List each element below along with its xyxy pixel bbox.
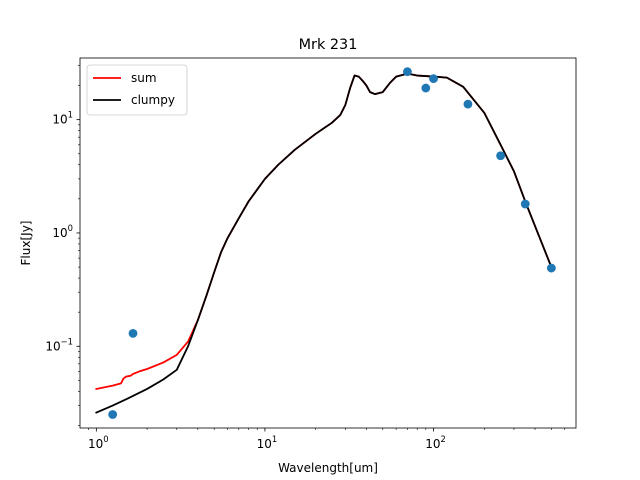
data-point: [108, 410, 118, 419]
x-axis-label: Wavelength[um]: [278, 461, 378, 475]
x-tick-label: 101: [257, 434, 278, 451]
plot-area: [95, 67, 556, 419]
series-line-sum: [95, 72, 553, 391]
data-point: [496, 151, 506, 161]
data-point: [421, 83, 431, 93]
x-tick-label: 100: [88, 434, 109, 451]
y-axis-label: Flux[Jy]: [19, 221, 33, 266]
data-point: [520, 199, 530, 209]
data-point: [429, 74, 438, 84]
axes-layer: 100 101 102 10−1 100 101: [45, 65, 566, 451]
plot-frame: [79, 57, 577, 429]
x-tick-label: 102: [425, 434, 446, 451]
data-point: [403, 67, 412, 77]
series-layer: [95, 67, 556, 419]
legend-label-clumpy: clumpy: [131, 93, 175, 107]
legend: sum clumpy: [86, 64, 188, 116]
data-point: [128, 328, 138, 338]
y-tick-label: 100: [52, 223, 73, 240]
legend-label-sum: sum: [131, 71, 157, 85]
data-point: [463, 99, 473, 109]
series-line-clumpy: [95, 72, 553, 414]
y-tick-label: 101: [52, 110, 73, 127]
data-point: [546, 263, 556, 273]
chart-title: Mrk 231: [299, 37, 358, 53]
y-tick-label: 10−1: [45, 336, 73, 353]
